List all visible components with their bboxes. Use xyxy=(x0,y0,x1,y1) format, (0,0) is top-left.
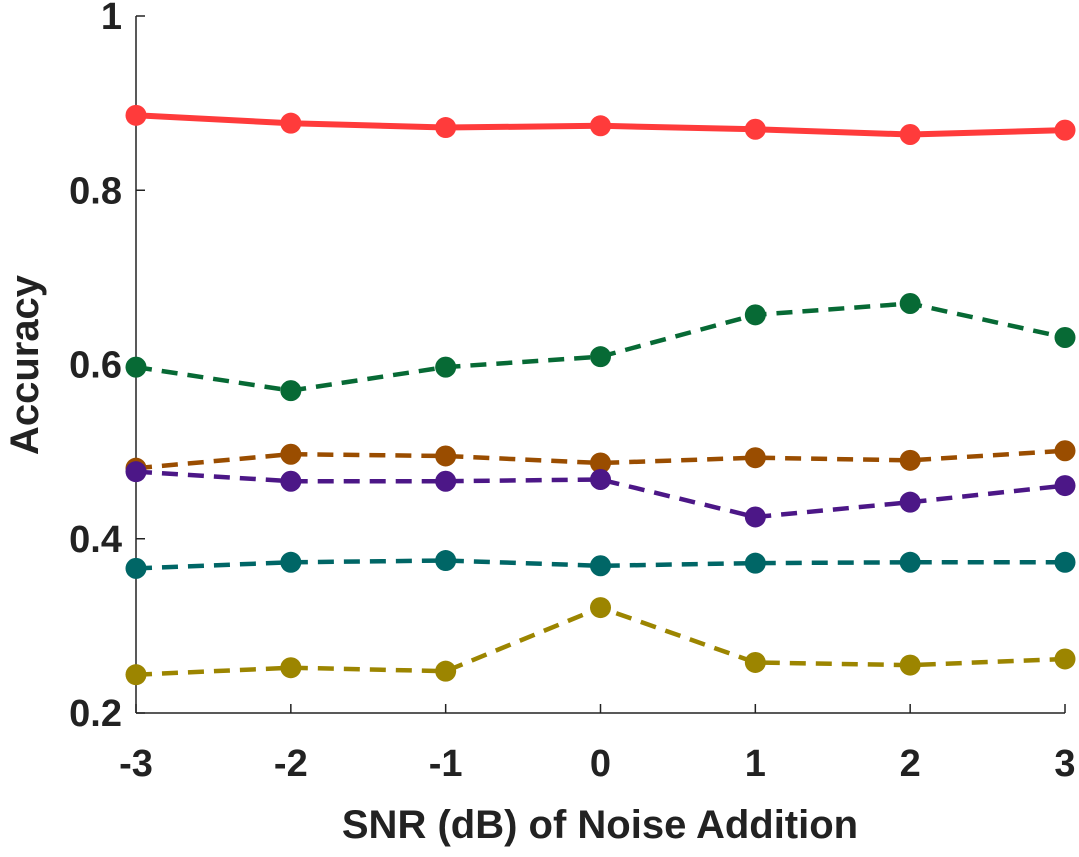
data-point-red-solid xyxy=(590,115,611,137)
data-point-olive-dashed xyxy=(590,597,611,619)
y-tick-label: 1 xyxy=(101,0,122,38)
data-point-teal-dashed xyxy=(280,551,302,573)
data-point-red-solid xyxy=(744,118,766,140)
data-point-orange-dashed xyxy=(899,449,921,471)
data-point-teal-dashed xyxy=(125,557,147,579)
data-point-purple-dashed xyxy=(125,461,147,483)
data-point-olive-dashed xyxy=(744,651,766,673)
data-point-purple-dashed xyxy=(435,470,457,492)
data-point-teal-dashed xyxy=(1054,551,1076,573)
x-tick-label: 3 xyxy=(1054,743,1075,785)
data-point-orange-dashed xyxy=(1054,440,1076,462)
data-point-red-solid xyxy=(280,112,302,134)
data-point-green-dashed xyxy=(590,346,611,368)
y-tick-label: 0.2 xyxy=(69,693,122,735)
data-point-orange-dashed xyxy=(744,447,766,469)
x-tick-label: -3 xyxy=(119,743,153,785)
x-tick-label: 1 xyxy=(745,743,766,785)
data-point-orange-dashed xyxy=(435,445,457,467)
data-point-olive-dashed xyxy=(125,664,147,686)
data-point-red-solid xyxy=(125,104,147,126)
data-point-teal-dashed xyxy=(435,550,457,572)
y-tick-label: 0.4 xyxy=(69,519,122,561)
data-point-olive-dashed xyxy=(435,660,457,682)
data-point-teal-dashed xyxy=(590,555,611,577)
data-point-purple-dashed xyxy=(744,506,766,528)
data-point-purple-dashed xyxy=(280,470,302,492)
y-tick-label: 0.6 xyxy=(69,345,122,387)
data-point-red-solid xyxy=(435,117,457,139)
data-point-teal-dashed xyxy=(744,552,766,574)
x-tick-label: 2 xyxy=(900,743,921,785)
data-point-teal-dashed xyxy=(899,551,921,573)
data-point-green-dashed xyxy=(1054,326,1076,348)
x-tick-label: -2 xyxy=(274,743,308,785)
data-point-green-dashed xyxy=(280,380,302,402)
x-tick-label: -1 xyxy=(429,743,463,785)
ticks: 0.2 0.4 0.6 0.8 1 -3 -2 -1 0 1 2 3 xyxy=(69,0,1075,785)
data-point-olive-dashed xyxy=(1054,648,1076,670)
data-point-green-dashed xyxy=(899,293,921,315)
x-tick-label: 0 xyxy=(590,743,611,785)
series-layer xyxy=(125,104,1076,686)
y-axis-label: Accuracy xyxy=(3,274,47,455)
data-point-red-solid xyxy=(899,123,921,145)
data-point-green-dashed xyxy=(435,356,457,378)
data-point-green-dashed xyxy=(125,356,147,378)
data-point-purple-dashed xyxy=(899,491,921,513)
data-point-olive-dashed xyxy=(280,657,302,679)
x-axis-label: SNR (dB) of Noise Addition xyxy=(342,803,858,847)
data-point-red-solid xyxy=(1054,119,1076,141)
data-point-purple-dashed xyxy=(590,469,611,491)
data-point-orange-dashed xyxy=(280,443,302,465)
data-point-purple-dashed xyxy=(1054,475,1076,497)
data-point-green-dashed xyxy=(744,304,766,326)
y-tick-label: 0.8 xyxy=(69,170,122,212)
data-point-olive-dashed xyxy=(899,654,921,676)
data-point-orange-dashed xyxy=(590,452,611,474)
